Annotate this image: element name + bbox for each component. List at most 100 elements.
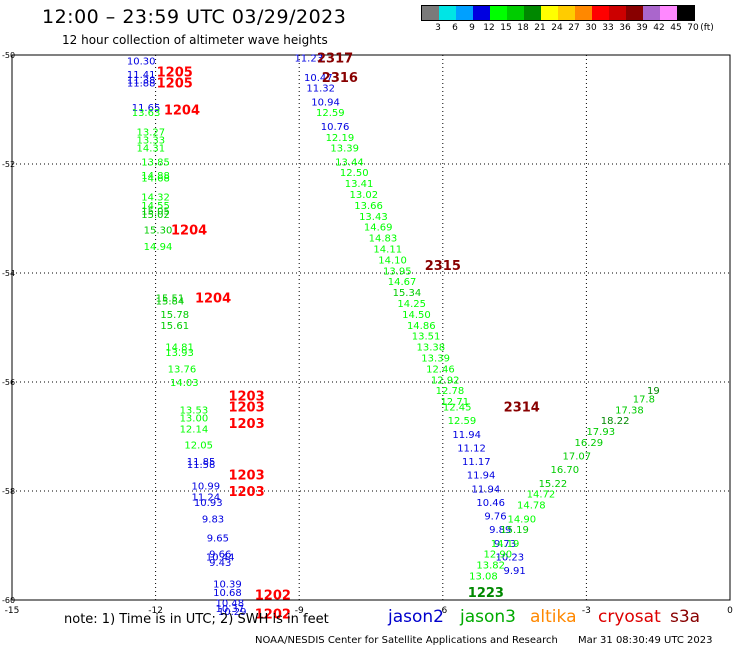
data-point: 10.46 <box>476 498 505 509</box>
time-label: 1205 <box>157 65 193 80</box>
data-point: 14.83 <box>369 234 398 245</box>
data-point: 15.22 <box>539 479 568 490</box>
data-point: 17.8 <box>633 394 655 405</box>
color-scale-label: 27 <box>568 23 580 33</box>
data-point: 13.39 <box>330 144 359 155</box>
data-point: 15.61 <box>160 321 189 332</box>
color-scale-label: 33 <box>602 23 614 33</box>
data-point: 12.05 <box>184 441 213 452</box>
data-point: 13.95 <box>383 266 412 277</box>
data-point: 9.43 <box>209 558 231 569</box>
credit-text: NOAA/NESDIS Center for Satellite Applica… <box>255 635 558 646</box>
data-point: 9.73 <box>494 539 516 550</box>
y-tick-label: -56 <box>2 378 15 387</box>
color-scale-bar <box>421 5 695 21</box>
data-point: 13.43 <box>359 212 388 223</box>
data-point: 10.47 <box>304 73 333 84</box>
data-point: 13.00 <box>180 413 209 424</box>
page-subtitle: 12 hour collection of altimeter wave hei… <box>62 33 328 47</box>
page-title: 12:00 – 23:59 UTC 03/29/2023 <box>42 6 347 28</box>
color-scale-label: 36 <box>619 23 631 33</box>
time-label: 2314 <box>504 401 540 416</box>
x-tick-label: -9 <box>295 606 304 616</box>
data-point: 10.30 <box>127 56 156 67</box>
y-tick-label: -60 <box>2 596 15 605</box>
mission-label-cryosat: cryosat <box>598 607 661 627</box>
color-scale-label: 39 <box>636 23 648 33</box>
chart-grid <box>12 55 730 600</box>
data-point: 11.41 <box>127 70 156 81</box>
color-scale-swatch <box>592 6 609 20</box>
data-point: 13.85 <box>141 157 170 168</box>
data-point: 14.25 <box>397 299 426 310</box>
data-point: 13.02 <box>349 190 378 201</box>
data-point: 14.67 <box>388 277 417 288</box>
mission-label-s3a: s3a <box>670 607 701 627</box>
data-point: 13.53 <box>180 405 209 416</box>
data-point: 11.88 <box>127 78 156 89</box>
data-point: 11.32 <box>306 84 335 95</box>
data-point: 9.89 <box>489 525 511 536</box>
data-point: 11.85 <box>187 457 216 468</box>
time-label: 1223 <box>468 586 504 601</box>
time-label: 1203 <box>228 485 264 500</box>
x-tick-label: 0 <box>727 606 733 616</box>
data-point: 12.45 <box>443 403 472 414</box>
data-point: 12.78 <box>436 386 465 397</box>
color-scale-label: 30 <box>585 23 597 33</box>
data-point: 14.81 <box>165 343 194 354</box>
color-scale-label: 15 <box>500 23 512 33</box>
data-point: 14.68 <box>141 174 170 185</box>
data-point: 11.65 <box>132 103 161 114</box>
data-point: 12.71 <box>440 397 469 408</box>
data-point: 14.86 <box>407 321 436 332</box>
data-point: 13.33 <box>136 135 165 146</box>
data-point: 14.03 <box>170 378 199 389</box>
data-point: 14.88 <box>141 171 170 182</box>
data-point: 10.68 <box>213 588 242 599</box>
color-scale-swatch <box>541 6 558 20</box>
data-point: 9.76 <box>484 512 506 523</box>
color-scale-swatch <box>660 6 677 20</box>
color-scale-label: 21 <box>534 23 546 33</box>
data-point: 13.51 <box>412 332 441 343</box>
color-scale: 3 6 9 12 15 18 21 24 27 30 33 36 39 42 45 70 (ft) <box>421 5 714 35</box>
color-scale-swatch <box>677 6 694 20</box>
data-point: 13.41 <box>345 179 374 190</box>
time-label: 1204 <box>164 104 200 119</box>
data-point: 13.63 <box>132 108 161 119</box>
data-point: 10.44 <box>206 552 235 563</box>
data-point: 14.55 <box>141 201 170 212</box>
data-point: 13.76 <box>168 364 197 375</box>
color-scale-swatch <box>643 6 660 20</box>
time-label: 1205 <box>157 76 193 91</box>
color-scale-swatch <box>524 6 541 20</box>
data-point: 12.19 <box>326 133 355 144</box>
color-scale-swatch <box>439 6 456 20</box>
color-scale-labels: 3 6 9 12 15 18 21 24 27 30 33 36 39 42 45 70 (ft) <box>421 21 714 35</box>
data-point: 10.37 <box>215 604 244 615</box>
data-point: 13.08 <box>469 571 498 582</box>
data-point: 13.39 <box>421 353 450 364</box>
data-point: 15.05 <box>141 206 170 217</box>
x-tick-label: -15 <box>5 606 20 616</box>
data-point: 13.66 <box>354 201 383 212</box>
data-point: 11.12 <box>457 443 486 454</box>
color-scale-label: 6 <box>452 23 458 33</box>
data-point: 15.84 <box>156 296 185 307</box>
data-point: 11.23 <box>294 54 323 65</box>
time-label: 1203 <box>228 417 264 432</box>
time-label: 1204 <box>195 292 231 307</box>
color-scale-label: 18 <box>517 23 529 33</box>
data-point: 15.19 <box>500 525 529 536</box>
mission-label-altika: altika <box>530 607 577 627</box>
color-scale-swatch <box>507 6 524 20</box>
data-point: 14.19 <box>491 539 520 550</box>
y-tick-label: -50 <box>2 51 15 60</box>
color-scale-label: 12 <box>483 23 495 33</box>
data-point: 14.94 <box>144 242 173 253</box>
data-point: 14.69 <box>364 223 393 234</box>
footnote: note: 1) Time is in UTC; 2) SWH is in fe… <box>64 612 329 627</box>
